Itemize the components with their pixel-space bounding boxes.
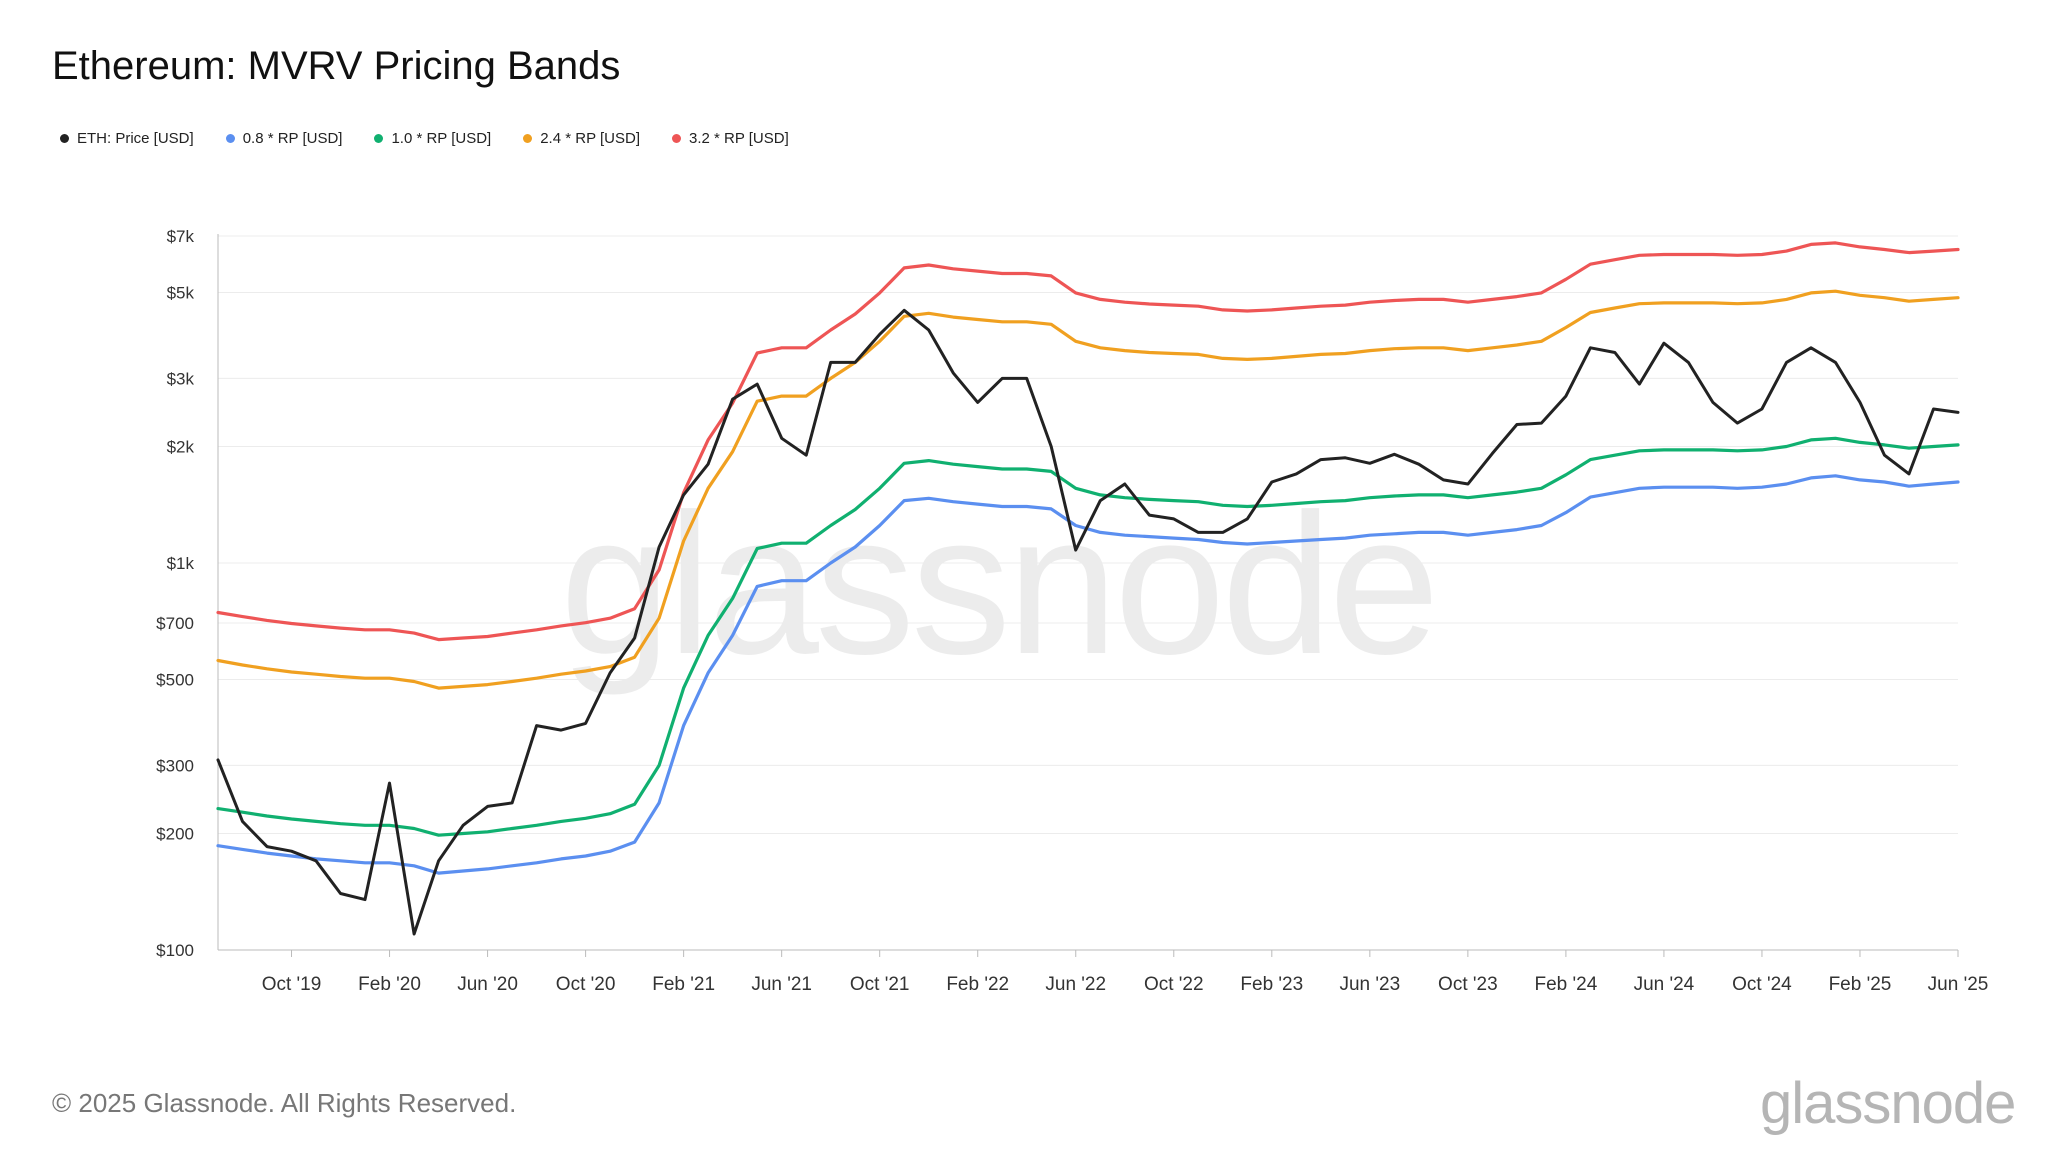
x-tick-label: Feb '22 [946, 974, 1009, 995]
x-tick-label: Jun '24 [1634, 974, 1695, 995]
legend-item-08rp[interactable]: 0.8 * RP [USD] [225, 130, 343, 147]
x-tick-label: Oct '24 [1732, 974, 1792, 995]
legend-label-08rp: 0.8 * RP [USD] [242, 130, 343, 147]
x-tick-label: Feb '21 [652, 974, 715, 995]
y-tick-label: $5k [167, 284, 195, 303]
legend-dot-24rp [523, 134, 533, 143]
series-line-24rp [216, 289, 1960, 690]
legend-dot-08rp [225, 134, 235, 143]
y-tick-label: $300 [156, 756, 194, 775]
x-tick-label: Jun '22 [1045, 974, 1106, 995]
y-tick-label: $1k [167, 554, 195, 573]
y-tick-label: $700 [156, 614, 194, 633]
x-tick-label: Feb '25 [1829, 974, 1892, 995]
x-tick-label: Oct '22 [1144, 974, 1204, 995]
series-lines [216, 241, 1960, 936]
legend-dot-price [60, 134, 69, 143]
y-tick-label: $2k [167, 438, 195, 457]
series-line-10rp [216, 436, 1960, 837]
legend-item-10rp[interactable]: 1.0 * RP [USD] [374, 130, 491, 147]
legend-label-24rp: 2.4 * RP [USD] [540, 130, 640, 147]
watermark-logo: glassnode [560, 473, 1440, 696]
y-tick-label: $100 [156, 941, 194, 960]
legend-dot-10rp [374, 134, 384, 143]
x-tick-label: Oct '20 [556, 974, 616, 995]
y-tick-label: $3k [167, 369, 195, 388]
y-tick-label: $200 [156, 825, 194, 844]
legend-label-32rp: 3.2 * RP [USD] [688, 130, 789, 147]
x-tick-label: Oct '21 [850, 974, 910, 995]
copyright-footer: © 2025 Glassnode. All Rights Reserved. [52, 1088, 517, 1118]
axes: $100 $200 $300 $500 $700 $1k $2k $3k $5k $7k Oct '… [156, 227, 1988, 995]
x-tick-label: Feb '20 [358, 974, 421, 995]
x-tick-label: Jun '20 [457, 974, 518, 995]
legend-item-24rp[interactable]: 2.4 * RP [USD] [523, 130, 640, 147]
series-line-32rp [216, 241, 1960, 642]
series-line-08rp [216, 474, 1960, 875]
x-tick-label: Feb '24 [1534, 974, 1597, 995]
chart-title: Ethereum: MVRV Pricing Bands [52, 44, 621, 88]
x-tick-label: Oct '19 [262, 974, 322, 995]
y-tick-label: $500 [156, 671, 194, 690]
x-tick-label: Oct '23 [1438, 974, 1498, 995]
legend-item-price[interactable]: ETH: Price [USD] [60, 130, 194, 147]
legend-item-32rp[interactable]: 3.2 * RP [USD] [671, 130, 789, 147]
x-tick-label: Jun '21 [751, 974, 812, 995]
legend-label-price: ETH: Price [USD] [77, 130, 194, 147]
legend-label-10rp: 1.0 * RP [USD] [391, 130, 492, 147]
series-line-price [216, 308, 1960, 936]
chart-legend: ETH: Price [USD] 0.8 * RP [USD] 1.0 * RP… [60, 130, 789, 147]
legend-dot-32rp [671, 134, 681, 143]
x-tick-label: Jun '23 [1339, 974, 1400, 995]
x-tick-label: Feb '23 [1240, 974, 1303, 995]
y-tick-label: $7k [167, 227, 195, 246]
x-tick-label: Jun '25 [1928, 974, 1989, 995]
brand-logo: glassnode [1760, 1071, 2016, 1136]
